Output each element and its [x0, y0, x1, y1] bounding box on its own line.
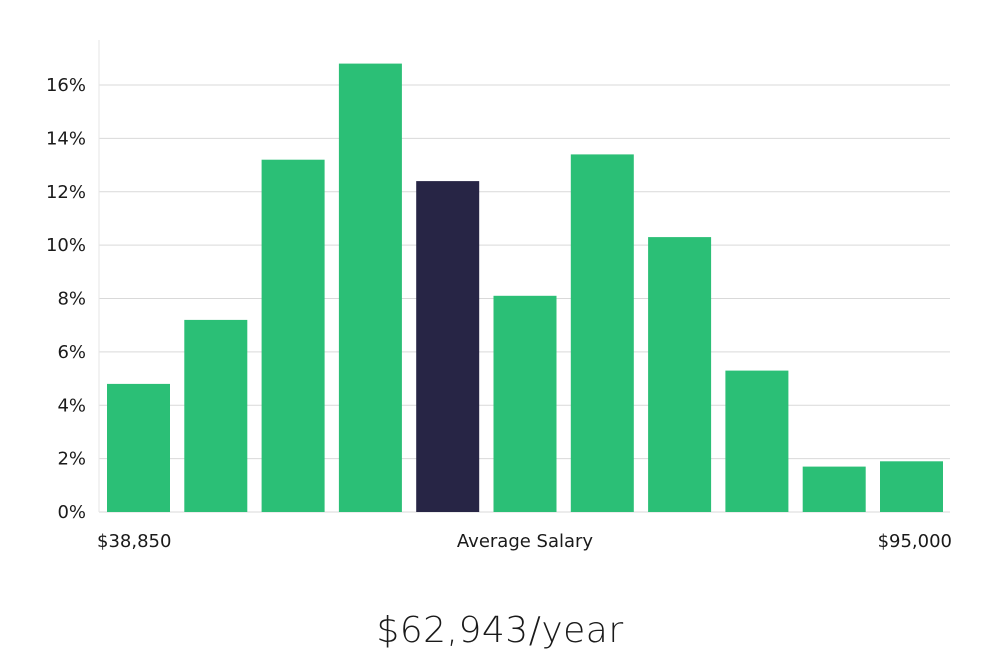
bar [338, 63, 402, 512]
y-tick-label: 10% [46, 235, 86, 256]
bar-average-highlight [416, 181, 480, 512]
bar [570, 154, 634, 512]
bar [261, 159, 325, 512]
bar [107, 383, 170, 512]
y-tick-label: 14% [46, 128, 86, 149]
bar [493, 295, 557, 512]
x-left-label: $38,850 [97, 531, 171, 552]
bar [184, 319, 248, 512]
y-tick-label: 12% [46, 182, 86, 203]
y-tick-label: 8% [57, 289, 86, 310]
x-right-label: $95,000 [878, 531, 952, 552]
x-center-label: Average Salary [457, 531, 594, 552]
y-tick-label: 0% [57, 502, 86, 523]
bar [802, 466, 866, 512]
bar [725, 370, 789, 512]
bars [107, 63, 943, 512]
y-tick-label: 6% [57, 342, 86, 363]
bar [648, 237, 712, 512]
y-tick-labels: 0% 2% 4% 6% 8% 10% 12% 14% 16% [46, 75, 86, 523]
salary-histogram: 0% 2% 4% 6% 8% 10% 12% 14% 16% $38,850 Average S… [46, 40, 952, 552]
y-tick-label: 16% [46, 75, 86, 96]
y-tick-label: 2% [57, 449, 86, 470]
average-salary-value: $62,943/year [376, 610, 624, 651]
bar [880, 461, 943, 512]
y-tick-label: 4% [57, 395, 86, 416]
